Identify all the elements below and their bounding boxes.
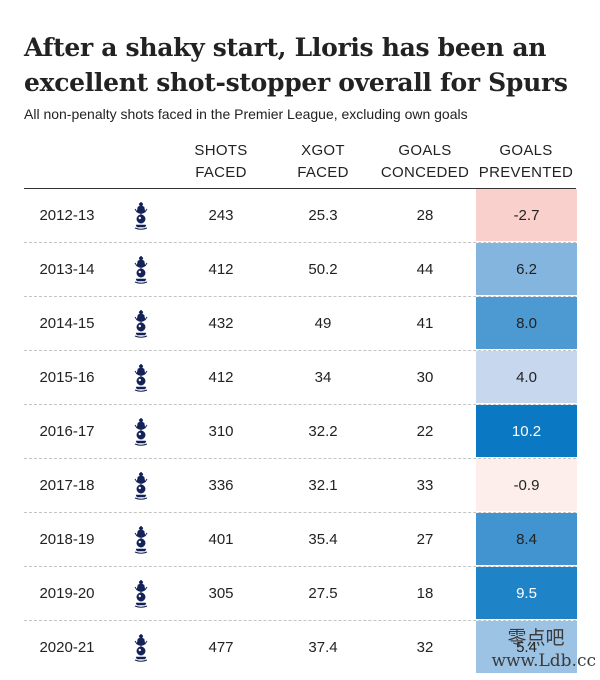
header-xgot-faced: XGOT FACED	[268, 140, 378, 184]
season-cell: 2020-21	[39, 639, 95, 656]
season-cell: 2016-17	[39, 423, 95, 440]
header-prevented-line-1: GOALS	[499, 142, 553, 159]
goals-conceded-cell: 18	[416, 585, 434, 602]
header-shots-line-2: FACED	[195, 164, 247, 181]
table-row: 2016-17 310 32.2 22 10.2	[24, 405, 577, 459]
goals-prevented-cell: -2.7	[476, 189, 577, 241]
chart-title-line-1: After a shaky start, Lloris has been an	[24, 33, 547, 62]
goals-conceded-cell: 28	[416, 207, 434, 224]
watermark-line-2: www.Ldb.cc	[491, 651, 596, 671]
header-goals-prevented: GOALS PREVENTED	[471, 140, 581, 184]
season-cell: 2018-19	[39, 531, 95, 548]
xgot-faced-cell: 25.3	[308, 207, 338, 224]
season-cell: 2015-16	[39, 369, 95, 386]
goals-prevented-cell: -0.9	[476, 459, 577, 511]
header-shots-line-1: SHOTS	[194, 142, 248, 159]
goals-conceded-cell: 32	[416, 639, 434, 656]
goals-prevented-cell: 10.2	[476, 405, 577, 457]
goals-prevented-cell: 9.5	[476, 567, 577, 619]
goals-conceded-cell: 30	[416, 369, 434, 386]
header-xgot-line-1: XGOT	[301, 142, 345, 159]
season-cell: 2013-14	[39, 261, 95, 278]
header-conceded-line-2: CONCEDED	[380, 164, 470, 181]
tottenham-cockerel-icon	[124, 567, 158, 620]
table-header: SHOTS FACED XGOT FACED GOALS CONCEDED GO…	[24, 138, 576, 189]
tottenham-cockerel-icon	[124, 459, 158, 512]
tottenham-cockerel-icon	[124, 189, 158, 242]
xgot-faced-cell: 37.4	[308, 639, 338, 656]
tottenham-cockerel-icon	[124, 621, 158, 674]
shots-faced-cell: 336	[208, 477, 234, 494]
shots-faced-cell: 305	[208, 585, 234, 602]
goals-prevented-cell: 8.4	[476, 513, 577, 565]
shots-faced-cell: 477	[208, 639, 234, 656]
shots-faced-cell: 432	[208, 315, 234, 332]
header-conceded-line-1: GOALS	[398, 142, 452, 159]
watermark-line-1: 零点吧	[507, 627, 565, 649]
goals-conceded-cell: 33	[416, 477, 434, 494]
goals-prevented-cell: 4.0	[476, 351, 577, 403]
xgot-faced-cell: 27.5	[308, 585, 338, 602]
header-goals-conceded: GOALS CONCEDED	[370, 140, 480, 184]
table-row: 2014-15 432 49 41 8.0	[24, 297, 577, 351]
tottenham-cockerel-icon	[124, 405, 158, 458]
chart-title-line-2: excellent shot-stopper overall for Spurs	[24, 68, 568, 97]
xgot-faced-cell: 35.4	[308, 531, 338, 548]
xgot-faced-cell: 32.1	[308, 477, 338, 494]
season-cell: 2014-15	[39, 315, 95, 332]
tottenham-cockerel-icon	[124, 243, 158, 296]
xgot-faced-cell: 32.2	[308, 423, 338, 440]
shots-faced-cell: 401	[208, 531, 234, 548]
goals-prevented-cell: 8.0	[476, 297, 577, 349]
season-cell: 2019-20	[39, 585, 95, 602]
table-row: 2019-20 305 27.5 18 9.5	[24, 567, 577, 621]
season-cell: 2017-18	[39, 477, 95, 494]
table-row: 2015-16 412 34 30 4.0	[24, 351, 577, 405]
shots-faced-cell: 412	[208, 369, 234, 386]
header-xgot-line-2: FACED	[297, 164, 349, 181]
table-row: 2020-21 477 37.4 32 5.4	[24, 621, 577, 674]
goals-conceded-cell: 44	[416, 261, 434, 278]
goals-conceded-cell: 27	[416, 531, 434, 548]
xgot-faced-cell: 50.2	[308, 261, 338, 278]
goals-prevented-cell: 6.2	[476, 243, 577, 295]
header-prevented-line-2: PREVENTED	[478, 164, 574, 181]
shots-faced-cell: 310	[208, 423, 234, 440]
goals-prevented-cell: 5.4	[476, 621, 577, 673]
tottenham-cockerel-icon	[124, 513, 158, 566]
goals-conceded-cell: 22	[416, 423, 434, 440]
season-cell: 2012-13	[39, 207, 95, 224]
shots-faced-cell: 412	[208, 261, 234, 278]
goals-conceded-cell: 41	[416, 315, 434, 332]
watermark: 零点吧 www.Ldb.cc	[476, 626, 596, 672]
tottenham-cockerel-icon	[124, 297, 158, 350]
header-shots-faced: SHOTS FACED	[166, 140, 276, 184]
xgot-faced-cell: 34	[314, 369, 332, 386]
table-row: 2017-18 336 32.1 33 -0.9	[24, 459, 577, 513]
table-row: 2018-19 401 35.4 27 8.4	[24, 513, 577, 567]
xgot-faced-cell: 49	[314, 315, 332, 332]
table-body: 2012-13 243 25.3 28 -2.7 2013-14 412 50.2 44 6.2 2…	[24, 189, 577, 674]
table-row: 2012-13 243 25.3 28 -2.7	[24, 189, 577, 243]
table-row: 2013-14 412 50.2 44 6.2	[24, 243, 577, 297]
chart-subtitle: All non-penalty shots faced in the Premi…	[24, 106, 468, 122]
tottenham-cockerel-icon	[124, 351, 158, 404]
chart-title: After a shaky start, Lloris has been an …	[24, 30, 584, 100]
shots-faced-cell: 243	[208, 207, 234, 224]
